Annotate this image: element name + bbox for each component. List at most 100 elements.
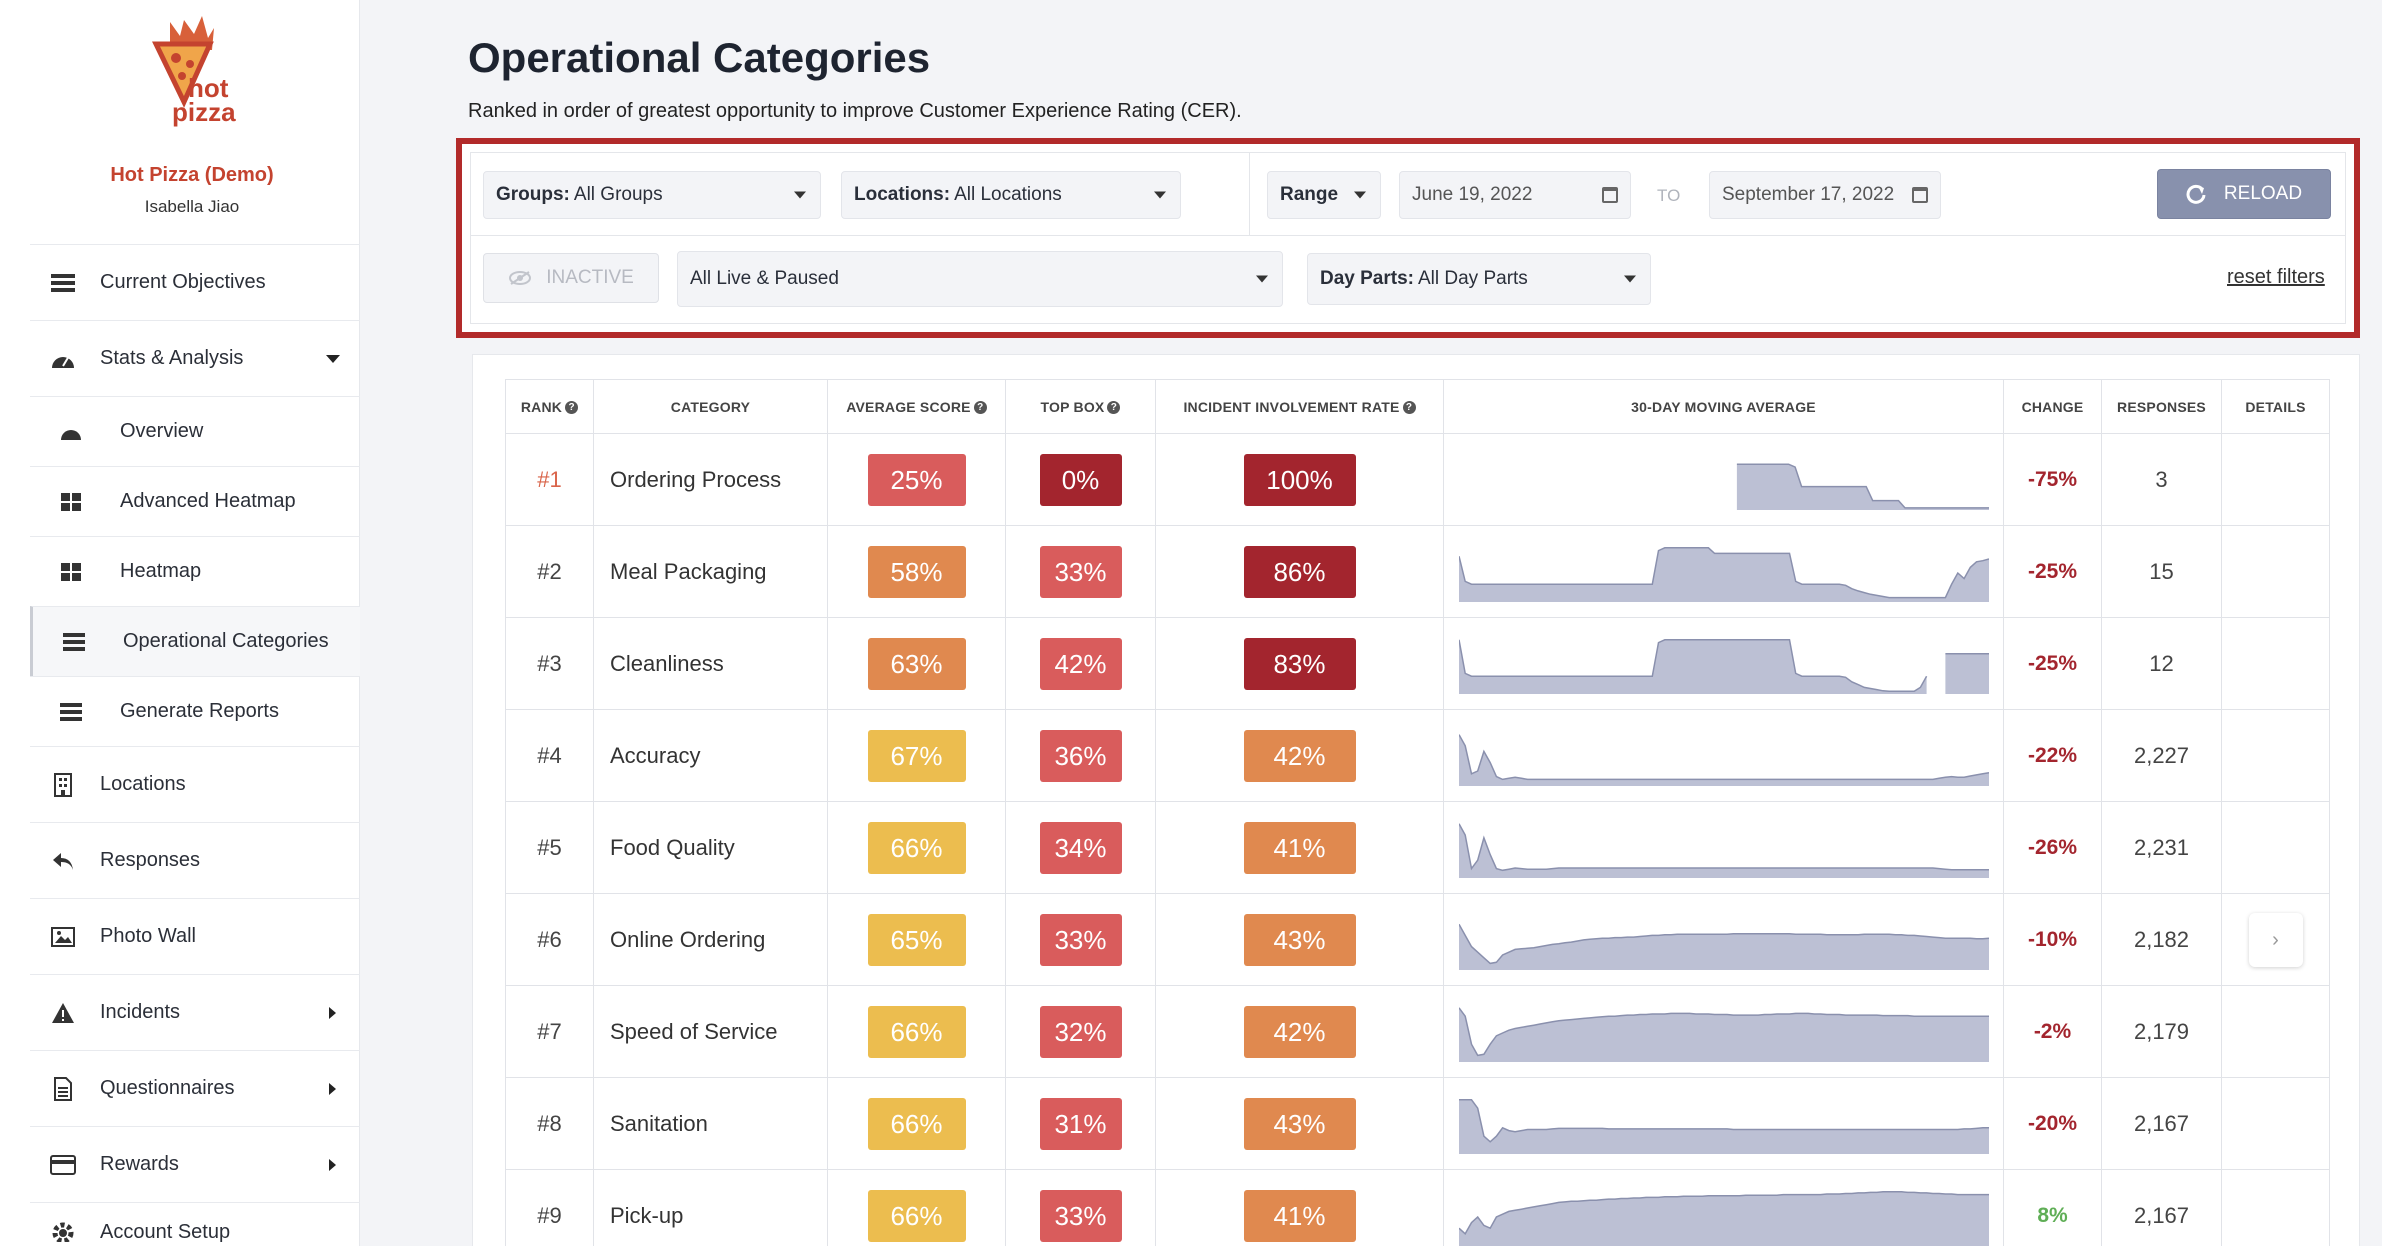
- top-box-header[interactable]: TOP BOX?: [1005, 379, 1156, 434]
- help-icon[interactable]: ?: [973, 401, 987, 415]
- grid-icon: [58, 490, 84, 514]
- table-row[interactable]: #8 Sanitation 66% 31% 43% -20% 2,167: [505, 1077, 2330, 1170]
- sidebar-item-operational-categories[interactable]: Operational Categories: [30, 606, 360, 676]
- sidebar-item-locations[interactable]: Locations: [30, 746, 360, 822]
- sidebar-item-label: Rewards: [100, 1153, 179, 1175]
- sidebar-item-label: Advanced Heatmap: [120, 490, 296, 512]
- details-cell: [2221, 801, 2330, 894]
- reset-filters-link[interactable]: reset filters: [2227, 266, 2325, 288]
- moving-average-sparkline: [1458, 1190, 1989, 1246]
- dayparts-select[interactable]: Day Parts: All Day Parts: [1307, 253, 1651, 305]
- groups-select[interactable]: Groups: All Groups: [483, 171, 821, 219]
- top-box-cell: 0%: [1005, 433, 1156, 526]
- change-header[interactable]: CHANGE: [2003, 379, 2102, 434]
- gear-icon: [50, 1221, 76, 1242]
- status-select[interactable]: All Live & Paused: [677, 251, 1283, 307]
- table-row[interactable]: #3 Cleanliness 63% 42% 83% -25% 12: [505, 617, 2330, 710]
- range-select[interactable]: Range: [1267, 171, 1381, 219]
- incident-rate-badge: 42%: [1243, 1005, 1356, 1058]
- sidebar-item-photo-wall[interactable]: Photo Wall: [30, 898, 360, 974]
- date-to-input[interactable]: September 17, 2022: [1709, 171, 1941, 219]
- help-icon[interactable]: ?: [1402, 401, 1416, 415]
- chevron-down-icon: [1154, 191, 1166, 199]
- table-row[interactable]: #6 Online Ordering 65% 33% 43% -10% 2,182 ›: [505, 893, 2330, 986]
- avg-header-label: AVERAGE SCORE: [846, 398, 971, 415]
- category-header[interactable]: CATEGORY: [593, 379, 828, 434]
- moving-average-sparkline: [1458, 1006, 1989, 1062]
- sidebar-item-overview[interactable]: Overview: [30, 396, 360, 466]
- table-row[interactable]: #2 Meal Packaging 58% 33% 86% -25% 15: [505, 525, 2330, 618]
- sparkline-line: [1458, 822, 1989, 871]
- table-row[interactable]: #9 Pick-up 66% 33% 41% 8% 2,167: [505, 1169, 2330, 1252]
- help-icon[interactable]: ?: [1107, 401, 1121, 415]
- sidebar-item-advanced-heatmap[interactable]: Advanced Heatmap: [30, 466, 360, 536]
- rank-cell: #6: [505, 893, 594, 986]
- sparkline-cell: [1443, 1077, 2004, 1170]
- change-cell: 8%: [2003, 1169, 2102, 1252]
- sparkline-line: [1458, 733, 1989, 780]
- avg-score-badge: 66%: [867, 1005, 966, 1058]
- sidebar-item-incidents[interactable]: Incidents: [30, 974, 360, 1050]
- sidebar-item-questionnaires[interactable]: Questionnaires: [30, 1050, 360, 1126]
- date-from-input[interactable]: June 19, 2022: [1399, 171, 1631, 219]
- category-cell: Pick-up: [593, 1169, 828, 1252]
- sidebar-item-current-objectives[interactable]: Current Objectives: [30, 244, 360, 320]
- rank-header[interactable]: RANK?: [505, 379, 594, 434]
- avg-score-header[interactable]: AVERAGE SCORE?: [827, 379, 1006, 434]
- sparkline-cell: [1443, 709, 2004, 802]
- table-row[interactable]: #7 Speed of Service 66% 32% 42% -2% 2,179: [505, 985, 2330, 1078]
- hot-pizza-logo[interactable]: hot pizza: [150, 14, 240, 126]
- change-cell: -22%: [2003, 709, 2102, 802]
- chevron-down-icon: [794, 191, 806, 199]
- topbox-header-label: TOP BOX: [1040, 398, 1105, 415]
- moving-header-label: 30-DAY MOVING AVERAGE: [1631, 398, 1816, 415]
- sidebar-item-responses[interactable]: Responses: [30, 822, 360, 898]
- sidebar-item-rewards[interactable]: Rewards: [30, 1126, 360, 1202]
- top-box-badge: 42%: [1039, 637, 1122, 690]
- table-row[interactable]: #4 Accuracy 67% 36% 42% -22% 2,227: [505, 709, 2330, 802]
- reload-button[interactable]: RELOAD: [2157, 169, 2331, 219]
- table-row[interactable]: #5 Food Quality 66% 34% 41% -26% 2,231: [505, 801, 2330, 894]
- incident-rate-cell: 42%: [1155, 709, 1444, 802]
- top-box-badge: 31%: [1039, 1097, 1122, 1150]
- moving-average-header: 30-DAY MOVING AVERAGE: [1443, 379, 2004, 434]
- sidebar-item-account-setup[interactable]: Account Setup: [30, 1202, 360, 1242]
- details-header: DETAILS: [2221, 379, 2330, 434]
- sidebar-item-generate-reports[interactable]: Generate Reports: [30, 676, 360, 746]
- chevron-right-icon[interactable]: ›: [2248, 912, 2303, 967]
- locations-label: Locations:: [854, 184, 951, 205]
- responses-header[interactable]: RESPONSES: [2101, 379, 2222, 434]
- reply-icon: [50, 849, 76, 873]
- sidebar-item-heatmap[interactable]: Heatmap: [30, 536, 360, 606]
- incident-rate-header[interactable]: INCIDENT INVOLVEMENT RATE?: [1155, 379, 1444, 434]
- change-cell: -26%: [2003, 801, 2102, 894]
- change-cell: -10%: [2003, 893, 2102, 986]
- top-box-badge: 0%: [1039, 453, 1122, 506]
- categories-table-card: RANK? CATEGORY AVERAGE SCORE? TOP BOX? I…: [472, 354, 2360, 1252]
- responses-header-label: RESPONSES: [2117, 398, 2206, 415]
- document-icon: [50, 1076, 76, 1101]
- building-icon: [50, 772, 76, 797]
- details-header-label: DETAILS: [2245, 398, 2306, 415]
- sidebar-item-stats-analysis[interactable]: Stats & Analysis: [30, 320, 360, 396]
- sparkline-cell: [1443, 617, 2004, 710]
- incident-rate-cell: 86%: [1155, 525, 1444, 618]
- list-icon: [61, 630, 87, 654]
- to-label: TO: [1657, 186, 1681, 205]
- filter-divider: [1249, 153, 1250, 235]
- help-icon[interactable]: ?: [565, 401, 579, 415]
- moving-average-sparkline: [1458, 822, 1989, 878]
- locations-select[interactable]: Locations: All Locations: [841, 171, 1181, 219]
- top-box-badge: 36%: [1039, 729, 1122, 782]
- top-box-cell: 33%: [1005, 1169, 1156, 1252]
- details-cell: [2221, 617, 2330, 710]
- details-cell: [2221, 1077, 2330, 1170]
- inactive-toggle-button[interactable]: INACTIVE: [483, 253, 659, 303]
- horizontal-scrollbar[interactable]: [0, 1246, 2382, 1252]
- table-row[interactable]: #1 Ordering Process 25% 0% 100% -75% 3: [505, 433, 2330, 526]
- category-cell: Ordering Process: [593, 433, 828, 526]
- incident-rate-badge: 100%: [1243, 453, 1356, 506]
- avg-score-badge: 66%: [867, 1097, 966, 1150]
- dashboard-icon: [50, 347, 76, 371]
- rank-cell: #9: [505, 1169, 594, 1252]
